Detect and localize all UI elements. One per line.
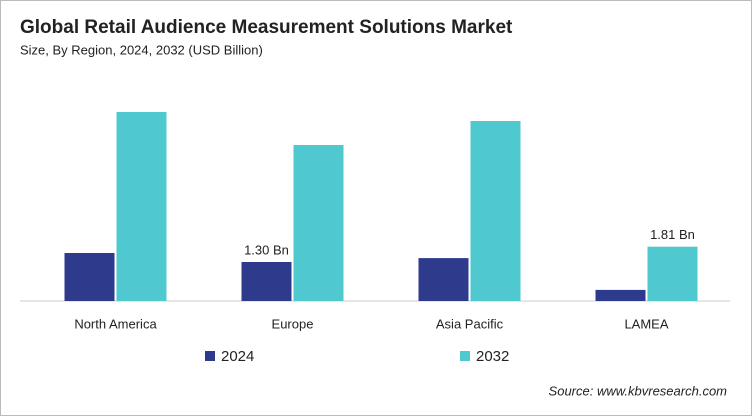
x-tick-label: Asia Pacific	[436, 316, 504, 331]
bar	[595, 289, 646, 301]
bar	[418, 258, 469, 301]
x-tick-label: North America	[74, 316, 157, 331]
bar	[64, 253, 115, 301]
source: Source: www.kbvresearch.com	[549, 383, 728, 398]
value-label: 1.30 Bn	[244, 242, 289, 257]
legend-swatch	[460, 351, 470, 361]
legend-label: 2024	[221, 348, 254, 365]
x-tick-label: Europe	[272, 316, 314, 331]
bar	[241, 262, 292, 301]
value-label: 1.81 Bn	[650, 227, 695, 242]
legend-swatch	[205, 351, 215, 361]
legend-label: 2032	[476, 348, 509, 365]
bar	[293, 145, 344, 301]
bar	[647, 246, 698, 301]
chart-title: Global Retail Audience Measurement Solut…	[20, 17, 513, 38]
bar	[470, 121, 521, 301]
x-tick-label: LAMEA	[624, 316, 668, 331]
chart-subtitle: Size, By Region, 2024, 2032 (USD Billion…	[20, 42, 263, 57]
bar	[116, 112, 167, 301]
